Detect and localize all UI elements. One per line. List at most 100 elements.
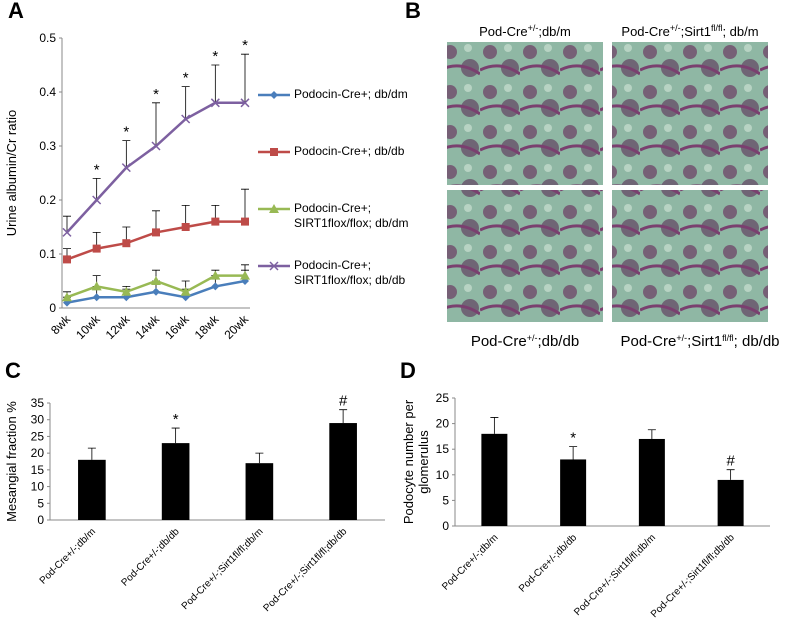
x-tick-label: Pod-Cre+/-;Sirt1fl/fl;db/db [261,526,349,614]
y-tick-label: 0.1 [39,247,56,261]
label-superscript: fl/fl [722,333,734,343]
x-tick-label: Pod-Cre+/-;db/m [38,526,98,586]
legend-entry: Podocin-Cre+; db/dm [294,87,408,101]
point [181,114,191,124]
error-bar [255,452,264,464]
micrograph [447,190,603,322]
significance-mark: # [339,393,348,410]
point [210,98,220,108]
y-axis-label: Podocyte number perglomerulus [401,399,431,524]
point [122,239,131,248]
error-bar [87,447,96,460]
y-tick-label: 0.3 [39,139,56,153]
point [241,217,249,226]
legend-entry: Podocin-Cre+; SIRT1flox/flox; db/db [294,258,406,287]
label-text: Pod-Cre [620,333,676,350]
point [151,141,161,151]
label-superscript: +/- [528,23,539,33]
bar [638,438,665,526]
error-bar [122,140,131,168]
y-tick-label: 5 [37,496,44,510]
point [62,227,72,237]
panel-letter: C [5,358,21,383]
label-superscript: +/- [676,333,687,343]
error-bar [211,64,220,103]
legend-entry: Podocin-Cre+; SIRT1flox/flox; db/dm [294,201,409,230]
point [270,91,278,99]
x-tick-label: 16wk [162,312,192,342]
point [121,286,132,296]
panel-letter: B [405,0,421,23]
x-tick-label: Pod-Cre+/-;db/db [120,526,183,589]
y-tick-label: 0 [49,301,56,315]
image-label: Pod-Cre+/-;db/m [479,23,571,39]
significance-mark: * [570,430,576,447]
y-tick-label: 0.4 [39,85,56,99]
image-label: Pod-Cre+/-;Sirt1fl/fl; db/m [621,23,758,39]
point [181,223,190,231]
point [92,293,101,302]
point [63,255,71,264]
bar [560,459,587,526]
y-tick-label: 20 [31,446,45,460]
label-text: Pod-Cre [471,333,527,350]
legend-entry: Podocin-Cre+; db/db [294,144,405,158]
x-tick-label: Pod-Cre+/-;Sirt1fl/fl;db/m [180,526,266,612]
error-bar [241,53,249,103]
error-bar [92,178,101,200]
point [211,217,220,226]
y-axis-label: Urine albumin/Cr ratio [4,110,19,236]
error-bar [647,429,656,439]
significance-mark: * [123,124,129,141]
point [92,244,101,253]
error-bar [569,446,578,460]
bar [161,443,190,520]
y-tick-label: 15 [31,463,45,477]
error-bar [339,409,348,424]
bar [329,423,357,520]
point [92,195,102,205]
point [152,287,160,296]
point [121,163,131,173]
y-tick-label: 5 [442,493,449,507]
bar [481,433,508,526]
significance-mark: * [183,70,189,87]
point [269,204,279,213]
y-axis-label: Mesangial fraction % [4,401,19,522]
y-tick-label: 25 [436,391,450,405]
point [270,148,278,156]
label-text: ; db/db [734,333,780,350]
x-tick-label: Pod-Cre+/-;Sirt1fl/fl;db/db [649,532,737,620]
label-superscript: +/- [527,333,538,343]
error-bar [726,469,735,480]
significance-mark: * [212,48,218,65]
significance-mark: * [173,411,179,428]
x-tick-label: 14wk [132,312,162,342]
label-text: Pod-Cre [479,24,527,39]
significance-mark: * [242,37,248,54]
y-tick-label: 15 [436,442,450,456]
y-tick-label: 25 [31,429,45,443]
micrograph [612,190,768,322]
significance-mark: * [153,86,159,103]
y-tick-label: 0 [37,513,44,527]
point [240,270,250,280]
y-tick-label: 20 [436,417,450,431]
image-label: Pod-Cre+/-;db/db [471,333,579,350]
point [210,270,221,280]
y-axis-label-line: glomerulus [416,430,431,494]
significance-mark: # [726,453,735,470]
point [62,292,72,302]
panel-letter: A [8,0,24,23]
label-text: ;Sirt1 [687,333,722,350]
significance-mark: * [94,161,100,178]
label-superscript: +/- [670,23,681,33]
micrograph [612,42,768,185]
x-tick-label: 20wk [221,312,251,342]
y-axis-label-line: Podocyte number per [401,399,416,524]
label-text: ;Sirt1 [681,24,711,39]
micrograph [447,42,603,185]
image-label: Pod-Cre+/-;Sirt1fl/fl; db/db [620,333,779,350]
y-tick-label: 0.5 [39,31,56,45]
